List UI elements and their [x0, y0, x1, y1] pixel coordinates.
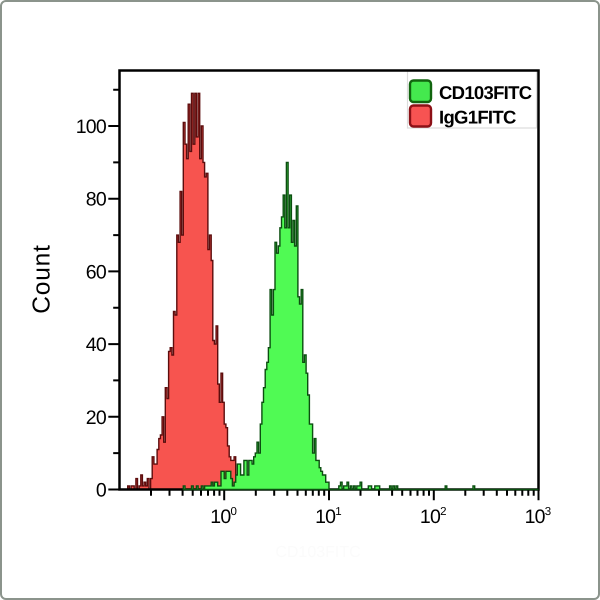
- svg-text:20: 20: [86, 407, 107, 429]
- svg-text:40: 40: [86, 334, 107, 356]
- svg-text:IgG1FITC: IgG1FITC: [439, 107, 516, 128]
- svg-text:Count: Count: [29, 244, 56, 313]
- svg-text:60: 60: [86, 261, 107, 283]
- svg-text:100: 100: [76, 116, 107, 138]
- svg-text:80: 80: [86, 189, 107, 211]
- svg-text:CD103FITC: CD103FITC: [275, 544, 360, 561]
- svg-text:CD103FITC: CD103FITC: [439, 82, 532, 103]
- svg-text:0: 0: [96, 480, 107, 502]
